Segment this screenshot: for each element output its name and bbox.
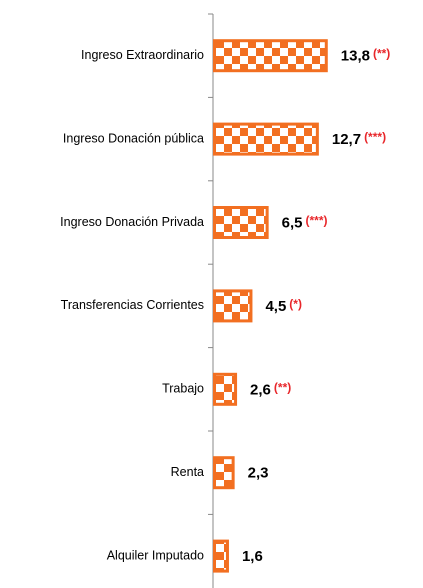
value-label: 1,6: [242, 548, 263, 565]
value-label-group: 4,5 (*): [265, 297, 302, 315]
significance-label: (*): [289, 297, 302, 311]
significance-label: (***): [364, 130, 386, 144]
category-label: Ingreso Donación pública: [63, 131, 204, 145]
significance-label: (**): [274, 380, 291, 394]
value-label-group: 2,3: [248, 465, 269, 482]
category-label: Trabajo: [162, 382, 204, 396]
category-label: Transferencias Corrientes: [61, 298, 204, 312]
value-label-group: 6,5 (***): [282, 214, 328, 232]
value-label: 13,8: [341, 48, 370, 65]
bar: [213, 539, 229, 573]
value-label: 6,5: [282, 214, 303, 231]
value-label: 2,3: [248, 465, 269, 482]
value-label-group: 1,6: [242, 548, 263, 565]
category-label: Ingreso Extraordinario: [81, 48, 204, 62]
value-label-group: 12,7 (***): [332, 130, 386, 148]
bar: [213, 289, 253, 323]
category-label: Ingreso Donación Privada: [60, 215, 204, 229]
bar: [213, 456, 235, 490]
value-label: 12,7: [332, 131, 361, 148]
bar: [213, 206, 269, 239]
bar: [213, 39, 328, 73]
value-label-group: 2,6 (**): [250, 380, 291, 398]
significance-label: (***): [306, 214, 328, 228]
significance-label: (**): [373, 47, 390, 61]
value-label-group: 13,8 (**): [341, 47, 391, 65]
value-label: 4,5: [265, 298, 286, 315]
bar: [213, 372, 238, 406]
category-label: Renta: [171, 465, 204, 479]
value-label: 2,6: [250, 381, 271, 398]
category-label: Alquiler Imputado: [107, 548, 204, 562]
bar: [213, 122, 319, 156]
